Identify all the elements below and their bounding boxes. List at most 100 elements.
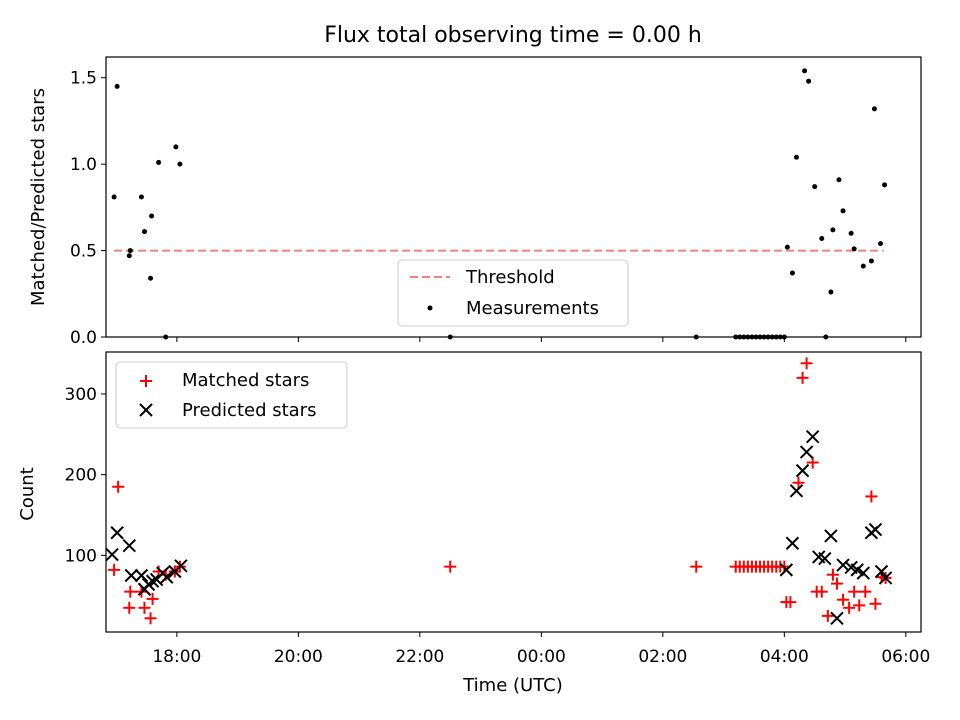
matched-star-marker — [869, 597, 882, 610]
matched-star-marker — [865, 490, 878, 503]
matched-star-marker — [843, 601, 856, 614]
top-x-ticks — [176, 337, 907, 342]
matched-star-marker — [837, 593, 850, 606]
predicted-star-marker — [122, 538, 136, 553]
predicted-star-marker — [110, 526, 124, 540]
x-tick-label: 06:00 — [881, 647, 930, 667]
top-axes-frame — [105, 56, 922, 338]
bottom-y-ticks: 100 200 300 — [65, 385, 106, 566]
x-tick-label: 02:00 — [638, 647, 687, 667]
figure-title: Flux total observing time = 0.00 h — [324, 23, 702, 48]
measurement-point — [878, 241, 884, 247]
measurement-point — [127, 248, 133, 254]
matched-star-marker — [784, 596, 797, 609]
matched-star-marker — [806, 456, 819, 469]
measurement-point — [141, 229, 147, 235]
measurement-point — [819, 235, 825, 241]
matched-star-marker — [826, 568, 839, 581]
measurement-point — [812, 184, 818, 190]
x-tick-label: 18:00 — [152, 647, 201, 667]
x-axis-label: Time (UTC) — [462, 675, 563, 696]
bottom-y-tick-label: 100 — [65, 546, 97, 566]
measurement-point — [173, 144, 179, 150]
measurement-point — [789, 270, 795, 276]
bottom-panel: 100 200 300 18:00 20:00 22:00 00:00 02:00 04:00… — [17, 351, 930, 696]
measurement-point — [138, 194, 144, 200]
top-y-ticks: 0.0 0.5 1.0 1.5 — [70, 69, 106, 348]
legend-matched-swatch — [140, 375, 152, 387]
measurement-point — [148, 275, 154, 281]
top-y-axis-label: Matched/Predicted stars — [28, 88, 49, 306]
bottom-plot-area — [105, 357, 893, 625]
matched-star-marker — [800, 357, 813, 370]
predicted-star-marker — [805, 430, 820, 444]
matched-star-marker — [792, 476, 805, 489]
x-tick-label: 22:00 — [395, 647, 444, 667]
predicted-star-marker — [134, 568, 149, 583]
predicted-star-marker — [160, 570, 174, 584]
top-y-tick-label: 0.5 — [70, 242, 97, 262]
matched-star-marker — [690, 560, 703, 573]
matched-star-marker — [859, 585, 872, 598]
matched-star-marker — [144, 612, 157, 625]
measurement-point — [177, 161, 183, 167]
x-tick-label: 00:00 — [517, 647, 566, 667]
legend-matched-label: Matched stars — [182, 370, 309, 391]
matched-star-marker — [821, 609, 834, 622]
matched-star-marker — [123, 601, 136, 614]
predicted-star-marker — [124, 568, 139, 583]
matched-star-marker — [830, 577, 843, 590]
measurement-point — [149, 213, 155, 219]
top-legend: Threshold Measurements — [397, 259, 629, 327]
bottom-legend: Matched stars Predicted stars — [115, 361, 348, 429]
x-tick-label: 20:00 — [274, 647, 323, 667]
measurement-point — [848, 230, 854, 236]
predicted-star-marker — [874, 564, 889, 579]
top-panel: 0.0 0.5 1.0 1.5 Matched/Predicted stars Thr… — [28, 56, 922, 348]
top-y-tick-label: 0.0 — [70, 328, 97, 348]
predicted-star-marker — [779, 563, 794, 577]
matched-star-marker — [112, 480, 125, 493]
measurement-point — [860, 263, 866, 269]
matched-star-marker — [138, 601, 151, 614]
matched-star-marker — [108, 563, 121, 576]
measurement-point — [111, 194, 117, 200]
legend-threshold-label: Threshold — [465, 267, 555, 288]
x-tick-label: 04:00 — [760, 647, 809, 667]
measurement-point — [126, 253, 132, 259]
predicted-star-marker — [789, 484, 804, 498]
bottom-y-tick-label: 300 — [65, 385, 97, 405]
predicted-star-marker — [145, 574, 160, 588]
predicted-star-marker — [799, 445, 814, 459]
measurement-point — [851, 246, 857, 252]
bottom-y-tick-label: 200 — [65, 466, 97, 486]
measurement-point — [793, 154, 799, 160]
measurement-point — [784, 244, 790, 250]
bottom-x-ticks: 18:00 20:00 22:00 00:00 02:00 04:00 06:00 — [152, 632, 930, 667]
legend-predicted-label: Predicted stars — [182, 400, 316, 421]
measurement-point — [840, 208, 846, 214]
top-y-tick-label: 1.0 — [70, 155, 97, 175]
legend-measurements-label: Measurements — [466, 298, 599, 319]
measurement-point — [802, 68, 808, 74]
matched-star-marker — [124, 585, 137, 598]
predicted-star-marker — [785, 536, 800, 550]
measurement-point — [114, 83, 120, 89]
bottom-axes-frame — [105, 351, 922, 633]
measurement-point — [836, 177, 842, 183]
predicted-star-marker — [174, 559, 188, 573]
matched-star-marker — [444, 560, 457, 573]
measurement-point — [806, 78, 812, 84]
measurement-point — [868, 258, 874, 264]
predicted-star-marker — [836, 558, 850, 572]
predicted-star-marker — [818, 551, 832, 566]
top-y-tick-label: 1.5 — [70, 69, 97, 89]
predicted-star-marker — [856, 566, 870, 580]
matched-star-marker — [848, 585, 861, 598]
measurement-point — [830, 227, 836, 233]
matched-star-marker — [796, 371, 809, 384]
measurement-point — [156, 159, 162, 165]
predicted-star-marker — [830, 611, 844, 625]
matched-star-marker — [815, 585, 828, 598]
